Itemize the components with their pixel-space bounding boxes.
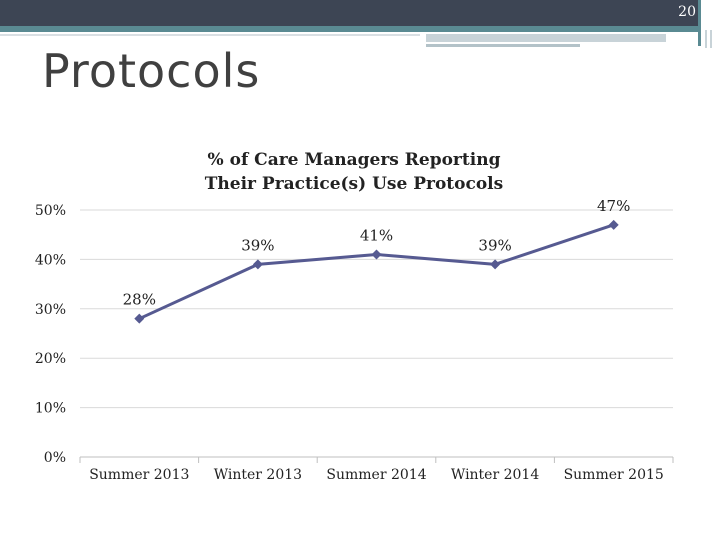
header-right-tick bbox=[710, 30, 712, 48]
x-category-label: Winter 2014 bbox=[451, 467, 539, 483]
data-point-marker bbox=[371, 249, 382, 260]
data-label: 47% bbox=[597, 197, 630, 215]
y-tick-label: 0% bbox=[44, 450, 66, 466]
data-point-marker bbox=[608, 219, 619, 230]
header-accent-stripe bbox=[0, 26, 698, 32]
gridlines bbox=[80, 209, 673, 458]
x-category-label: Summer 2014 bbox=[326, 467, 426, 483]
x-category-label: Summer 2013 bbox=[89, 467, 189, 483]
data-label: 39% bbox=[241, 236, 274, 254]
slide-title: Protocols bbox=[42, 44, 261, 98]
slide-number: 20 bbox=[678, 4, 696, 20]
y-tick-label: 40% bbox=[35, 252, 66, 268]
y-tick-label: 30% bbox=[35, 302, 66, 318]
data-label: 28% bbox=[123, 291, 156, 309]
header-divider-block bbox=[426, 34, 666, 42]
data-label: 39% bbox=[478, 236, 511, 254]
header-divider-block-small bbox=[426, 44, 580, 47]
chart-title-line-2: Their Practice(s) Use Protocols bbox=[205, 174, 503, 194]
x-category-label: Winter 2013 bbox=[214, 467, 302, 483]
chart-title-line-1: % of Care Managers Reporting bbox=[208, 150, 501, 170]
data-point-marker bbox=[134, 313, 145, 324]
data-label: 41% bbox=[360, 226, 393, 244]
y-axis-ticks: 0% 10% 20% 30% 40% 50% bbox=[35, 203, 66, 466]
x-axis: Summer 2013 Winter 2013 Summer 2014 Winter … bbox=[79, 456, 674, 483]
data-point-marker bbox=[490, 259, 501, 270]
header-right-post bbox=[698, 0, 701, 46]
data-point-marker bbox=[252, 259, 263, 270]
header-divider-line bbox=[0, 34, 420, 36]
line-chart: % of Care Managers Reporting Their Pract… bbox=[35, 150, 674, 483]
y-tick-label: 50% bbox=[35, 203, 66, 219]
y-tick-label: 20% bbox=[35, 351, 66, 367]
header-right-tick bbox=[705, 30, 707, 48]
data-labels: 28% 39% 41% 39% 47% bbox=[123, 197, 631, 309]
header-bar bbox=[0, 0, 698, 26]
y-tick-label: 10% bbox=[35, 401, 66, 417]
x-category-label: Summer 2015 bbox=[564, 467, 664, 483]
